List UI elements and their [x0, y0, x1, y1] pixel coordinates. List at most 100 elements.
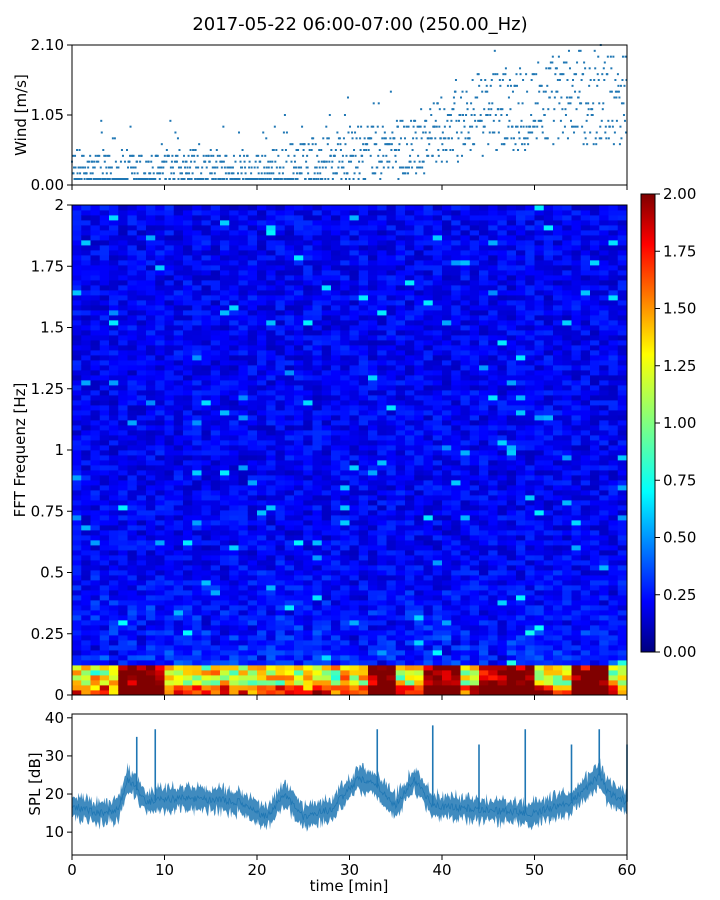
spectrogram-cell: [99, 510, 110, 516]
wind-point: [247, 178, 250, 180]
spectrogram-cell: [81, 405, 91, 411]
spectrogram-cell: [247, 580, 258, 586]
spectrogram-cell: [331, 680, 341, 686]
spectrogram-cell: [312, 495, 323, 501]
spectrogram-cell: [358, 340, 369, 346]
spectrogram-cell: [349, 475, 360, 481]
spectrogram-cell: [201, 555, 212, 561]
spectrogram-cell: [321, 250, 332, 256]
spectrogram-cell: [90, 225, 101, 231]
spectrogram-cell: [284, 325, 295, 331]
spectrogram-cell: [340, 220, 350, 226]
spectrogram-cell: [229, 290, 239, 296]
wind-point: [385, 154, 388, 157]
spectrogram-cell: [386, 590, 397, 596]
spectrogram-cell: [349, 485, 360, 491]
wind-point: [430, 114, 433, 116]
wind-point: [580, 102, 583, 105]
wind-point: [236, 172, 239, 175]
spectrogram-cell: [210, 320, 221, 326]
spectrogram-cell: [377, 670, 387, 676]
spectrogram-cell: [192, 330, 202, 336]
wind-point: [612, 55, 615, 58]
spectrogram-cell: [210, 240, 221, 246]
spectrogram-cell: [275, 390, 286, 396]
spectrogram-cell: [377, 415, 387, 421]
spectrogram-cell: [183, 475, 193, 481]
spectrogram-cell: [275, 415, 286, 421]
spectrogram-cell: [395, 495, 406, 501]
spectrogram-cell: [72, 340, 82, 346]
wind-point: [221, 160, 224, 163]
spectrogram-cell: [377, 650, 387, 656]
wind-point: [326, 137, 329, 140]
spectrogram-cell: [136, 690, 147, 696]
spectrogram-cell: [386, 580, 397, 586]
spectrogram-cell: [146, 275, 156, 281]
spectrogram-cell: [349, 525, 360, 531]
spectrogram-cell: [266, 460, 276, 466]
spectrogram-cell: [284, 625, 295, 631]
wind-point: [579, 49, 582, 52]
spectrogram-cell: [275, 565, 286, 571]
spectrogram-cell: [395, 280, 406, 286]
spectrogram-cell: [294, 355, 304, 361]
spectrogram-cell: [386, 655, 397, 661]
spectrogram-cell: [247, 300, 258, 306]
spectrogram-cell: [146, 540, 156, 546]
spectrogram-cell: [173, 690, 184, 696]
spectrogram-cell: [358, 290, 369, 296]
spectrogram-cell: [238, 640, 249, 646]
spectrogram-cell: [349, 510, 360, 516]
wind-point: [296, 178, 299, 180]
spectrogram-cell: [358, 610, 369, 616]
wind-point: [457, 119, 460, 122]
wind-point: [147, 160, 150, 163]
spectrogram-cell: [109, 425, 119, 431]
spectrogram-cell: [340, 275, 350, 281]
spectrogram-cell: [405, 310, 415, 316]
wind-point: [364, 143, 367, 146]
wind-point: [223, 178, 226, 180]
spectrogram-cell: [99, 350, 110, 356]
spectrogram-cell: [72, 260, 82, 266]
spectrogram-cell: [210, 290, 221, 296]
wind-point: [594, 67, 597, 70]
spectrogram-cell: [183, 220, 193, 226]
spectrogram-cell: [284, 460, 295, 466]
wind-point: [367, 137, 370, 140]
spectrogram-cell: [349, 675, 360, 681]
spectrogram-cell: [395, 225, 406, 231]
spectrogram-cell: [72, 285, 82, 291]
spectrogram-cell: [183, 680, 193, 686]
spectrogram-cell: [405, 385, 415, 391]
wind-point: [328, 114, 331, 116]
wind-point: [214, 178, 217, 180]
wind-point: [216, 166, 219, 169]
wind-point: [488, 131, 491, 134]
spectrogram-cell: [395, 475, 406, 481]
spectrogram-cell: [164, 540, 175, 546]
spectrogram-cell: [386, 405, 397, 411]
spectrogram-cell: [432, 610, 443, 616]
spectrogram-cell: [294, 255, 304, 261]
spectrogram-cell: [377, 260, 387, 266]
spectrogram-cell: [284, 450, 295, 456]
spectrogram-cell: [192, 475, 202, 481]
spectrogram-cell: [395, 320, 406, 326]
spectrogram-cell: [229, 630, 239, 636]
spectrogram-cell: [99, 395, 110, 401]
spectrogram-cell: [395, 655, 406, 661]
wind-point: [354, 154, 357, 157]
wind-point: [381, 137, 384, 140]
spectrogram-cell: [423, 260, 434, 266]
spectrogram-cell: [155, 470, 165, 476]
spectrogram-cell: [321, 405, 332, 411]
spectrogram-cell: [386, 635, 397, 641]
spectrogram-cell: [81, 635, 91, 641]
spectrogram-cell: [173, 555, 184, 561]
spectrogram-cell: [72, 500, 82, 506]
spectrogram-cell: [201, 660, 212, 666]
wind-point: [291, 178, 294, 180]
spectrogram-cell: [349, 550, 360, 556]
